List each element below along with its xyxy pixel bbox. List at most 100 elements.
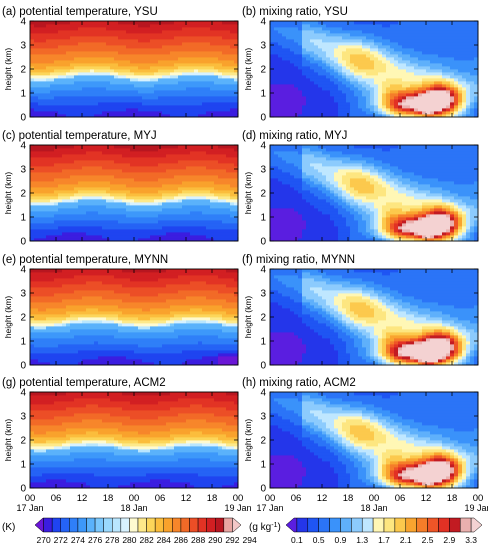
- heatmap-cell: [206, 226, 210, 229]
- heatmap-cell: [302, 33, 306, 36]
- heatmap-cell: [118, 108, 122, 111]
- heatmap-cell: [346, 87, 350, 90]
- heatmap-cell: [182, 175, 186, 178]
- heatmap-cell: [330, 69, 334, 72]
- heatmap-cell: [94, 87, 98, 90]
- heatmap-cell: [218, 217, 222, 220]
- heatmap-cell: [290, 51, 294, 54]
- heatmap-cell: [322, 72, 326, 75]
- heatmap-cell: [446, 96, 450, 99]
- heatmap-cell: [134, 66, 138, 69]
- heatmap-cell: [294, 69, 298, 72]
- heatmap-cell: [98, 33, 102, 36]
- heatmap-cell: [314, 48, 318, 51]
- heatmap-cell: [458, 57, 462, 60]
- heatmap-cell: [90, 175, 94, 178]
- heatmap-cell: [62, 154, 66, 157]
- heatmap-cell: [170, 96, 174, 99]
- heatmap-cell: [218, 36, 222, 39]
- heatmap-cell: [470, 51, 474, 54]
- heatmap-cell: [358, 45, 362, 48]
- heatmap-cell: [150, 99, 154, 102]
- heatmap-cell: [30, 57, 34, 60]
- heatmap-cell: [38, 111, 42, 114]
- heatmap-cell: [38, 105, 42, 108]
- heatmap-cell: [362, 90, 366, 93]
- heatmap-cell: [298, 51, 302, 54]
- heatmap-cell: [102, 220, 106, 223]
- heatmap-cell: [158, 163, 162, 166]
- heatmap-cell: [366, 45, 370, 48]
- heatmap-cell: [210, 166, 214, 169]
- heatmap-cell: [438, 75, 442, 78]
- heatmap-cell: [194, 24, 198, 27]
- heatmap-cell: [402, 21, 406, 24]
- heatmap-cell: [82, 27, 86, 30]
- heatmap-cell: [334, 81, 338, 84]
- heatmap-cell: [158, 69, 162, 72]
- heatmap-cell: [86, 54, 90, 57]
- heatmap-cell: [66, 208, 70, 211]
- heatmap-cell: [62, 93, 66, 96]
- heatmap-cell: [130, 211, 134, 214]
- heatmap-cell: [90, 54, 94, 57]
- heatmap-cell: [174, 84, 178, 87]
- heatmap-cell: [70, 108, 74, 111]
- heatmap-cell: [130, 45, 134, 48]
- heatmap-cell: [466, 84, 470, 87]
- heatmap-cell: [222, 226, 226, 229]
- heatmap-cell: [414, 90, 418, 93]
- heatmap-cell: [210, 90, 214, 93]
- heatmap-cell: [190, 108, 194, 111]
- heatmap-cell: [346, 66, 350, 69]
- heatmap-cell: [166, 30, 170, 33]
- heatmap-cell: [198, 96, 202, 99]
- y-tick-label: 3: [260, 41, 266, 52]
- heatmap-cell: [162, 93, 166, 96]
- heatmap-cell: [274, 87, 278, 90]
- heatmap-cell: [122, 214, 126, 217]
- heatmap-cell: [406, 81, 410, 84]
- heatmap-cell: [34, 48, 38, 51]
- heatmap-cell: [398, 63, 402, 66]
- heatmap-cell: [274, 111, 278, 114]
- heatmap-cell: [334, 21, 338, 24]
- heatmap-cell: [386, 33, 390, 36]
- heatmap-cell: [174, 75, 178, 78]
- heatmap-cell: [334, 57, 338, 60]
- heatmap-cell: [374, 60, 378, 63]
- heatmap-cell: [186, 229, 190, 232]
- heatmap-cell: [322, 78, 326, 81]
- heatmap-cell: [282, 93, 286, 96]
- heatmap-cell: [126, 208, 130, 211]
- heatmap-cell: [222, 93, 226, 96]
- heatmap-cell: [342, 96, 346, 99]
- heatmap-cell: [354, 30, 358, 33]
- heatmap-cell: [322, 96, 326, 99]
- heatmap-cell: [406, 66, 410, 69]
- heatmap-cell: [42, 60, 46, 63]
- heatmap-cell: [50, 78, 54, 81]
- heatmap-cell: [386, 51, 390, 54]
- heatmap-cell: [302, 75, 306, 78]
- heatmap-cell: [354, 108, 358, 111]
- heatmap-cell: [122, 196, 126, 199]
- heatmap-cell: [302, 54, 306, 57]
- heatmap-cell: [314, 27, 318, 30]
- heatmap-cell: [106, 63, 110, 66]
- heatmap-cell: [142, 196, 146, 199]
- heatmap-cell: [142, 220, 146, 223]
- heatmap-cell: [86, 30, 90, 33]
- heatmap-cell: [414, 57, 418, 60]
- heatmap-cell: [114, 90, 118, 93]
- heatmap-cell: [198, 184, 202, 187]
- heatmap-cell: [102, 205, 106, 208]
- heatmap-cell: [102, 33, 106, 36]
- heatmap-cell: [318, 42, 322, 45]
- heatmap-cell: [46, 226, 50, 229]
- heatmap-cell: [66, 24, 70, 27]
- heatmap-cell: [90, 169, 94, 172]
- heatmap-cell: [174, 208, 178, 211]
- heatmap-cell: [414, 66, 418, 69]
- heatmap-cell: [166, 217, 170, 220]
